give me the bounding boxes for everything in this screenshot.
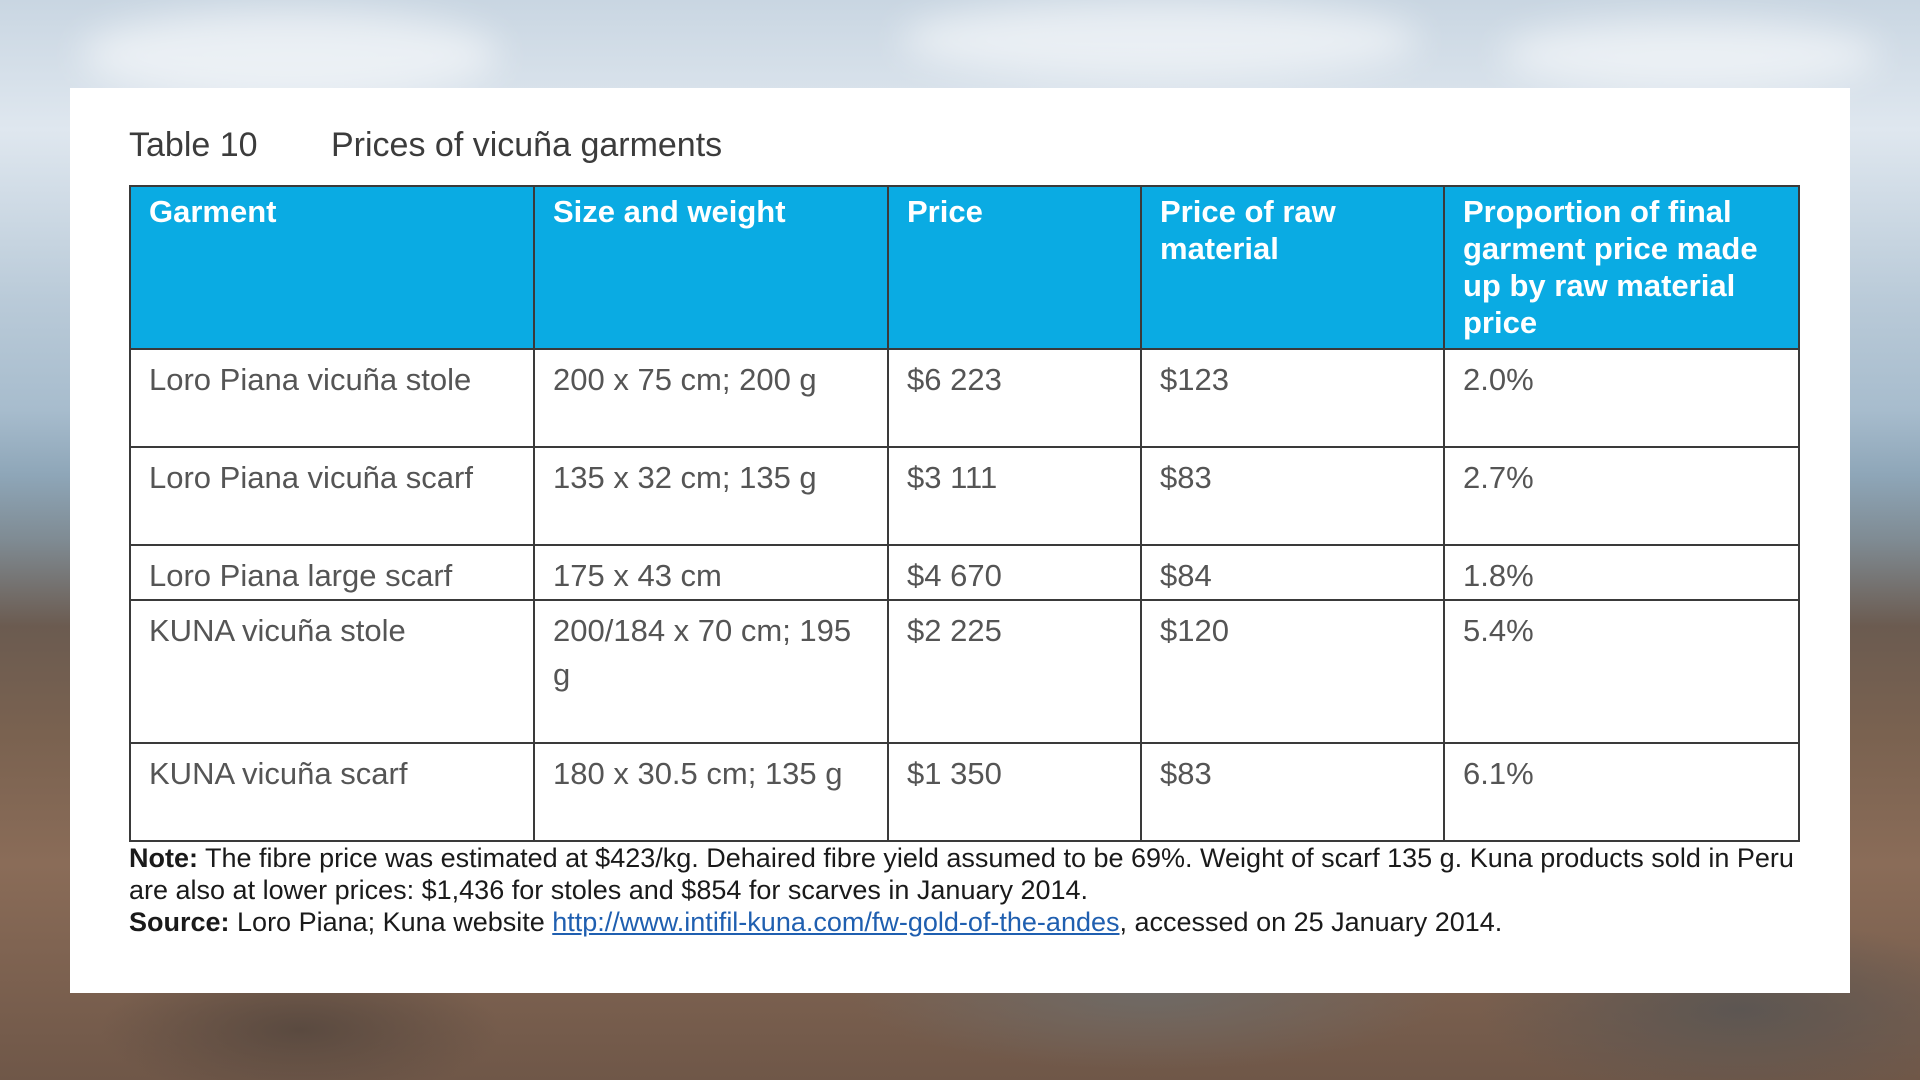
source-link[interactable]: http://www.intifil-kuna.com/fw-gold-of-t… (552, 907, 1120, 937)
note-text: The fibre price was estimated at $423/kg… (129, 843, 1794, 905)
cell-garment: KUNA vicuña scarf (129, 742, 535, 842)
cell-size-weight: 175 x 43 cm (533, 544, 889, 601)
cell-price: $1 350 (887, 742, 1142, 842)
cell-size-weight: 135 x 32 cm; 135 g (533, 446, 889, 546)
cell-price: $6 223 (887, 348, 1142, 448)
table-row: KUNA vicuña scarf 180 x 30.5 cm; 135 g $… (129, 742, 1800, 842)
cell-proportion: 1.8% (1443, 544, 1800, 601)
cell-proportion: 2.0% (1443, 348, 1800, 448)
source-label: Source: (129, 907, 230, 937)
cloud-decoration (900, 0, 1420, 80)
cell-proportion: 2.7% (1443, 446, 1800, 546)
source-text: Loro Piana; Kuna website (229, 907, 553, 937)
header-garment: Garment (129, 185, 535, 350)
note-label: Note: (129, 843, 198, 873)
table-notes: Note: The fibre price was estimated at $… (129, 842, 1829, 938)
cell-garment: Loro Piana vicuña stole (129, 348, 535, 448)
cloud-decoration (80, 10, 500, 100)
table-card: Table 10 Prices of vicuña garments Garmen… (70, 88, 1850, 993)
table-number: Table 10 (129, 126, 258, 164)
header-raw-material-price: Price of raw material (1140, 185, 1445, 350)
cell-raw-material-price: $83 (1140, 446, 1445, 546)
cell-garment: Loro Piana large scarf (129, 544, 535, 601)
header-proportion: Proportion of final garment price made u… (1443, 185, 1800, 350)
table-header-row: Garment Size and weight Price Price of r… (129, 185, 1800, 350)
header-size-weight: Size and weight (533, 185, 889, 350)
table-row: Loro Piana vicuña stole 200 x 75 cm; 200… (129, 348, 1800, 448)
source-accessed: , accessed on 25 January 2014. (1119, 907, 1503, 937)
table-row: KUNA vicuña stole 200/184 x 70 cm; 195 g… (129, 599, 1800, 744)
cell-size-weight: 200/184 x 70 cm; 195 g (533, 599, 889, 744)
cell-proportion: 6.1% (1443, 742, 1800, 842)
source-line: Source: Loro Piana; Kuna website http://… (129, 906, 1829, 938)
cell-garment: KUNA vicuña stole (129, 599, 535, 744)
cell-size-weight: 200 x 75 cm; 200 g (533, 348, 889, 448)
cell-garment: Loro Piana vicuña scarf (129, 446, 535, 546)
cell-raw-material-price: $83 (1140, 742, 1445, 842)
cell-price: $4 670 (887, 544, 1142, 601)
table-caption: Table 10 Prices of vicuña garments (129, 126, 722, 165)
cell-raw-material-price: $120 (1140, 599, 1445, 744)
cell-price: $3 111 (887, 446, 1142, 546)
cell-size-weight: 180 x 30.5 cm; 135 g (533, 742, 889, 842)
cell-raw-material-price: $123 (1140, 348, 1445, 448)
table-row: Loro Piana large scarf 175 x 43 cm $4 67… (129, 544, 1800, 601)
cell-proportion: 5.4% (1443, 599, 1800, 744)
prices-table: Garment Size and weight Price Price of r… (129, 185, 1800, 842)
cell-raw-material-price: $84 (1140, 544, 1445, 601)
table-title: Prices of vicuña garments (331, 126, 723, 164)
header-price: Price (887, 185, 1142, 350)
note-line: Note: The fibre price was estimated at $… (129, 842, 1829, 906)
cell-price: $2 225 (887, 599, 1142, 744)
cloud-decoration (1500, 20, 1880, 90)
table-row: Loro Piana vicuña scarf 135 x 32 cm; 135… (129, 446, 1800, 546)
